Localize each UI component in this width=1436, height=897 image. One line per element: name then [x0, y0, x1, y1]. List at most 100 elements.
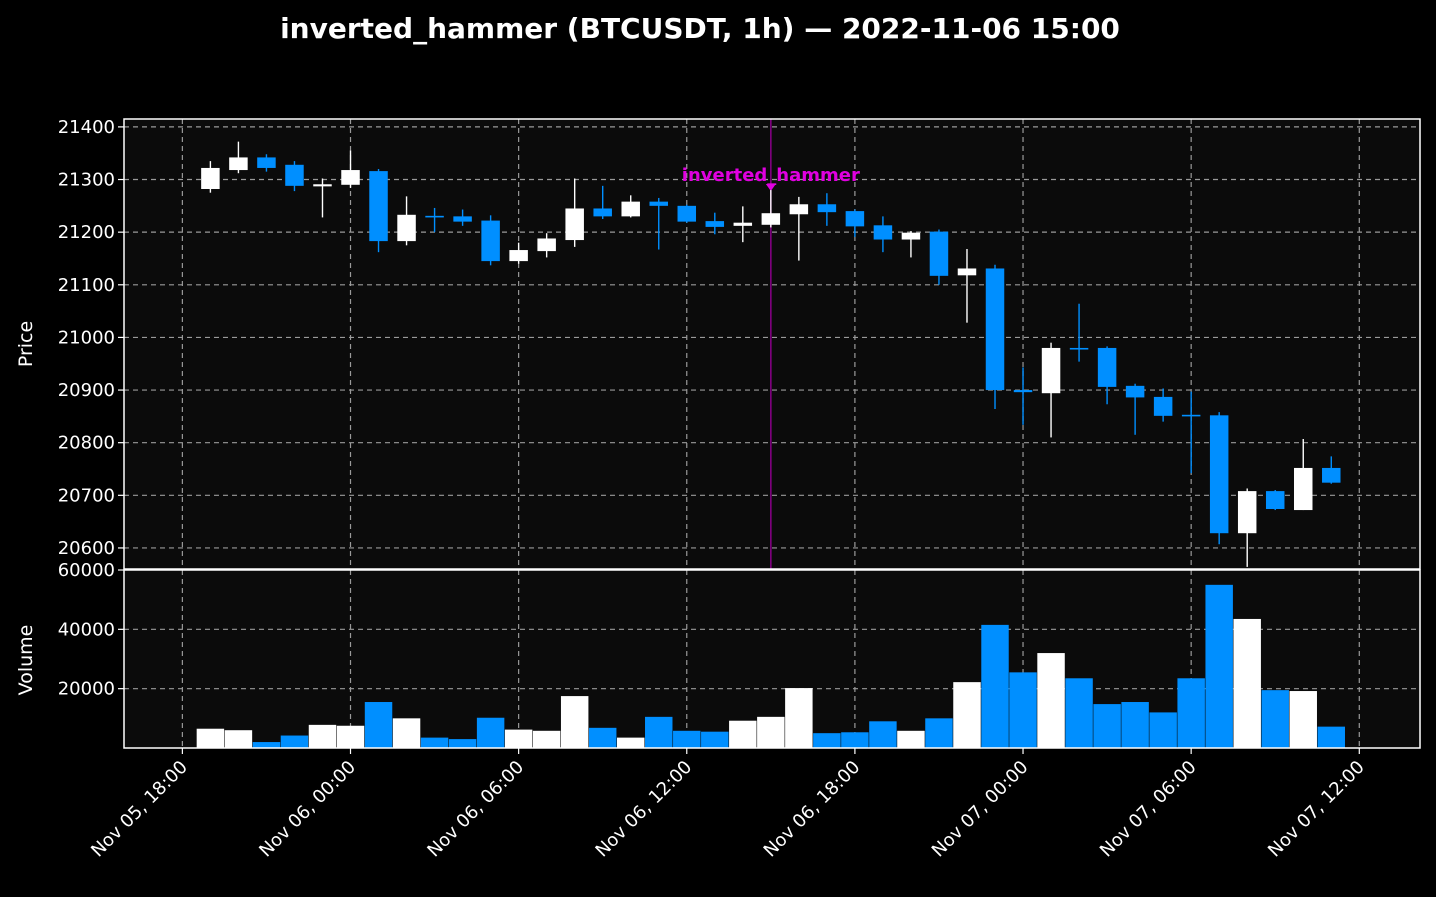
volume-bar: [476, 717, 505, 748]
chart-title: inverted_hammer (BTCUSDT, 1h) — 2022-11-…: [280, 12, 1120, 45]
volume-bar: [897, 730, 925, 748]
volume-bar: [645, 716, 673, 748]
volume-bar: [757, 716, 785, 748]
candle-body: [1125, 385, 1145, 398]
candle-body: [677, 205, 697, 222]
price-tick-label: 20800: [58, 433, 115, 454]
volume-bar: [673, 730, 701, 748]
candle-body: [537, 238, 556, 252]
time-tick-label: Nov 07, 00:00: [928, 757, 1033, 862]
candle-body: [873, 225, 893, 240]
candle-body: [257, 157, 276, 168]
time-axis-ticks: Nov 05, 18:00 Nov 06, 00:00 Nov 06, 06:00 N…: [87, 748, 1369, 861]
volume-bar: [224, 730, 253, 748]
time-tick-label: Nov 06, 18:00: [760, 757, 865, 862]
candles: [201, 141, 1341, 567]
candle-body: [481, 220, 500, 262]
candle-body: [705, 221, 725, 227]
annotation-label: inverted_hammer: [682, 165, 860, 186]
candle-body: [565, 208, 584, 241]
candle-body: [341, 170, 360, 185]
volume-bar: [1037, 653, 1065, 748]
candle-body: [1153, 396, 1173, 416]
time-tick-label: Nov 07, 12:00: [1264, 757, 1369, 862]
volume-bar: [1233, 618, 1261, 748]
price-tick-label: 20900: [58, 380, 115, 401]
candle-body: [1041, 347, 1061, 394]
volume-bar: [280, 735, 309, 748]
candle-body: [1237, 491, 1257, 534]
volume-tick-label: 60000: [58, 560, 115, 581]
candle-body: [369, 171, 388, 242]
volume-bar: [729, 720, 757, 748]
candle-body: [985, 268, 1005, 391]
volume-bar: [1065, 678, 1093, 748]
candle-body: [509, 250, 528, 262]
volume-bars: [196, 584, 1345, 748]
volume-bar: [616, 737, 645, 748]
volume-bar: [392, 718, 421, 748]
volume-bar: [308, 724, 337, 748]
volume-bar: [1205, 584, 1233, 748]
volume-bar: [1317, 726, 1345, 748]
price-tick-label: 21200: [58, 222, 115, 243]
candle-body: [621, 201, 640, 217]
volume-bar: [1177, 678, 1205, 748]
price-panel-frame: [123, 118, 1421, 570]
price-tick-label: 21100: [58, 275, 115, 296]
volume-bar: [420, 737, 449, 748]
candle-body: [845, 211, 865, 227]
volume-bar: [1261, 690, 1289, 748]
volume-bar: [869, 721, 897, 748]
volume-bar: [813, 733, 841, 748]
time-tick-label: Nov 05, 18:00: [87, 757, 192, 862]
time-tick-label: Nov 06, 00:00: [255, 757, 360, 862]
volume-bar: [953, 682, 981, 748]
volume-bar: [841, 732, 869, 748]
price-tick-label: 20600: [58, 538, 115, 559]
candle-body: [313, 184, 332, 187]
time-tick-label: Nov 06, 06:00: [423, 757, 528, 862]
candle-body: [733, 222, 753, 226]
candle-body: [761, 213, 781, 225]
candle-body: [1265, 491, 1285, 509]
candle-body: [1181, 414, 1201, 417]
candle-body: [285, 164, 304, 186]
candle-body: [1097, 347, 1117, 387]
volume-bar: [364, 702, 393, 748]
candle-body: [1322, 467, 1341, 483]
candle-body: [957, 268, 977, 276]
candle-body: [929, 231, 949, 276]
price-axis-label: Price: [15, 321, 37, 367]
price-tick-label: 21300: [58, 170, 115, 191]
volume-bar: [925, 718, 953, 748]
volume-bar: [448, 739, 477, 748]
volume-bar: [504, 729, 533, 748]
candle-body: [817, 204, 837, 213]
candle-body: [901, 232, 921, 240]
candle-body: [201, 167, 220, 189]
candle-body: [1013, 390, 1033, 393]
annotation-arrow: [765, 184, 776, 192]
volume-bar: [1289, 691, 1317, 748]
volume-bar: [1149, 712, 1177, 748]
volume-bar: [981, 624, 1009, 748]
volume-bar: [252, 742, 281, 748]
candle-body: [649, 201, 668, 206]
volume-bar: [532, 730, 561, 748]
volume-bar: [336, 725, 365, 748]
candle-body: [229, 157, 248, 171]
time-tick-label: Nov 07, 06:00: [1096, 757, 1201, 862]
price-panel-background: [124, 119, 1420, 569]
price-tick-label: 20700: [58, 485, 115, 506]
volume-axis-ticks: 20000 40000 60000: [58, 560, 124, 700]
price-grid: [124, 126, 1420, 549]
price-tick-label: 21000: [58, 327, 115, 348]
candle-body: [1293, 467, 1313, 511]
volume-tick-label: 20000: [58, 679, 115, 700]
volume-bar: [1093, 704, 1121, 748]
price-tick-label: 21400: [58, 117, 115, 138]
volume-bar: [1009, 672, 1037, 748]
volume-axis-label: Volume: [15, 625, 37, 696]
